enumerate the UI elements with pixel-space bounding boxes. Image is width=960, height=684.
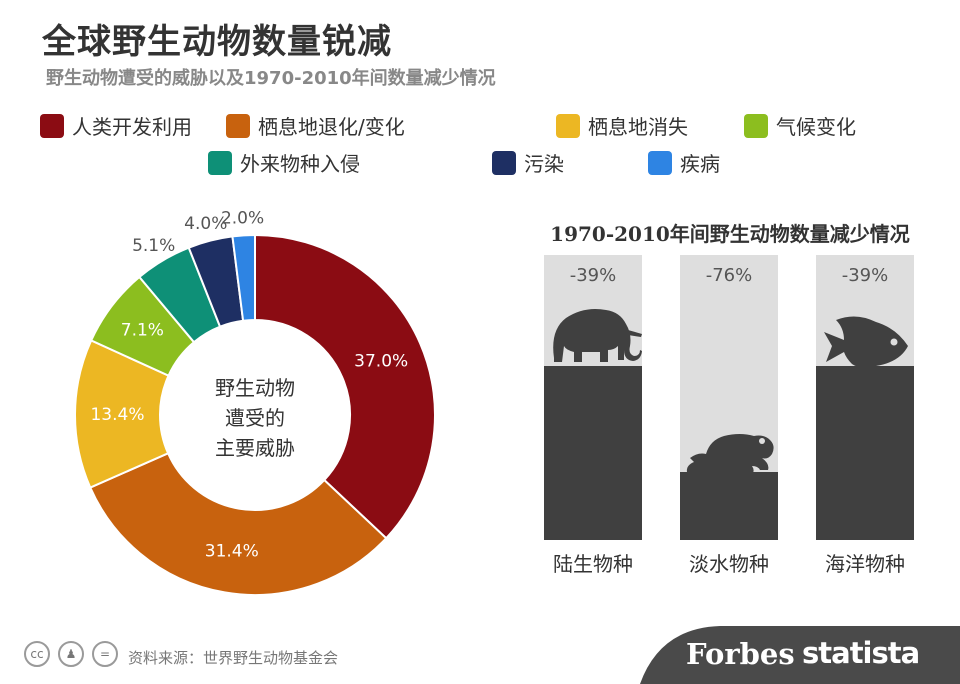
donut-slice-label: 13.4% <box>90 405 144 425</box>
source-note: 资料来源：世界野生动物基金会 <box>128 649 339 667</box>
legend-label: 疾病 <box>680 152 720 176</box>
statista-logo: statista <box>802 636 920 670</box>
elephant-icon <box>553 309 642 362</box>
frog-icon <box>686 434 774 476</box>
legend-label: 气候变化 <box>776 115 856 139</box>
legend-label: 人类开发利用 <box>72 115 192 139</box>
legend-swatch <box>744 113 768 138</box>
category-label-marine: 海洋物种 <box>825 552 905 576</box>
legend-item-invasive-species: 外来物种入侵 <box>208 148 360 177</box>
donut-slice-label: 31.4% <box>205 542 259 562</box>
chart-title: 全球野生动物数量锐减 <box>42 22 392 62</box>
bar-marine: -39% <box>816 255 914 540</box>
legend-label: 污染 <box>524 152 564 176</box>
creative-commons-icon: cc <box>24 641 50 667</box>
no-derivatives-icon: = <box>92 641 118 667</box>
legend-swatch <box>208 150 232 175</box>
legend-item-human-exploitation: 人类开发利用 <box>40 111 192 140</box>
donut-slice-label: 7.1% <box>121 320 164 340</box>
donut-slice-label: 2.0% <box>221 208 264 228</box>
bar-value-label: -76% <box>705 265 753 286</box>
donut-slice <box>254 233 436 540</box>
legend-swatch <box>556 113 580 138</box>
donut-slice-label: 5.1% <box>132 236 175 256</box>
footer-band <box>640 626 960 684</box>
bar-chart-title: 1970-2010年间野生动物数量减少情况 <box>550 222 910 246</box>
donut-slice <box>231 233 256 322</box>
legend-item-climate-change: 气候变化 <box>744 111 856 140</box>
category-label-terrestrial: 陆生物种 <box>553 552 633 576</box>
legend-swatch <box>648 150 672 175</box>
donut-slice-label: 4.0% <box>184 214 227 234</box>
bar-terrestrial: -39% <box>544 255 642 540</box>
legend-swatch <box>40 113 64 138</box>
donut-center-line: 野生动物 <box>215 376 295 400</box>
threats-donut-chart: 37.0% 31.4% 13.4% 7.1% 5.1% 4.0%2.0% <box>74 208 436 596</box>
bar-fill <box>680 472 778 540</box>
legend-label: 栖息地消失 <box>588 115 688 139</box>
donut-slice-label: 37.0% <box>354 351 408 371</box>
legend-item-pollution: 污染 <box>492 148 564 177</box>
legend-swatch <box>492 150 516 175</box>
donut-center-line: 遭受的 <box>225 406 285 430</box>
category-label-freshwater: 淡水物种 <box>689 552 769 576</box>
chart-subtitle: 野生动物遭受的威胁以及1970-2010年间数量减少情况 <box>46 68 496 89</box>
legend-item-habitat-degradation: 栖息地退化/变化 <box>226 111 405 140</box>
legend: 人类开发利用 栖息地退化/变化 栖息地消失 气候变化 外来物种入侵 污染 疾病 <box>0 0 960 180</box>
bar-fill <box>816 366 914 540</box>
legend-label: 外来物种入侵 <box>240 152 360 176</box>
legend-item-habitat-loss: 栖息地消失 <box>556 111 688 140</box>
fish-icon <box>824 316 908 368</box>
legend-item-disease: 疾病 <box>648 148 720 177</box>
donut-slice <box>88 451 388 596</box>
bar-value-label: -39% <box>569 265 617 286</box>
donut-center-label: 野生动物 遭受的 主要威胁 <box>193 373 317 463</box>
forbes-logo: Forbes <box>686 637 795 671</box>
donut-center-line: 主要威胁 <box>215 436 295 460</box>
legend-label: 栖息地退化/变化 <box>258 115 405 139</box>
legend-swatch <box>226 113 250 138</box>
attribution-icon: ♟ <box>58 641 84 667</box>
bar-fill <box>544 366 642 540</box>
bar-freshwater: -76% <box>680 255 778 540</box>
bar-value-label: -39% <box>841 265 889 286</box>
